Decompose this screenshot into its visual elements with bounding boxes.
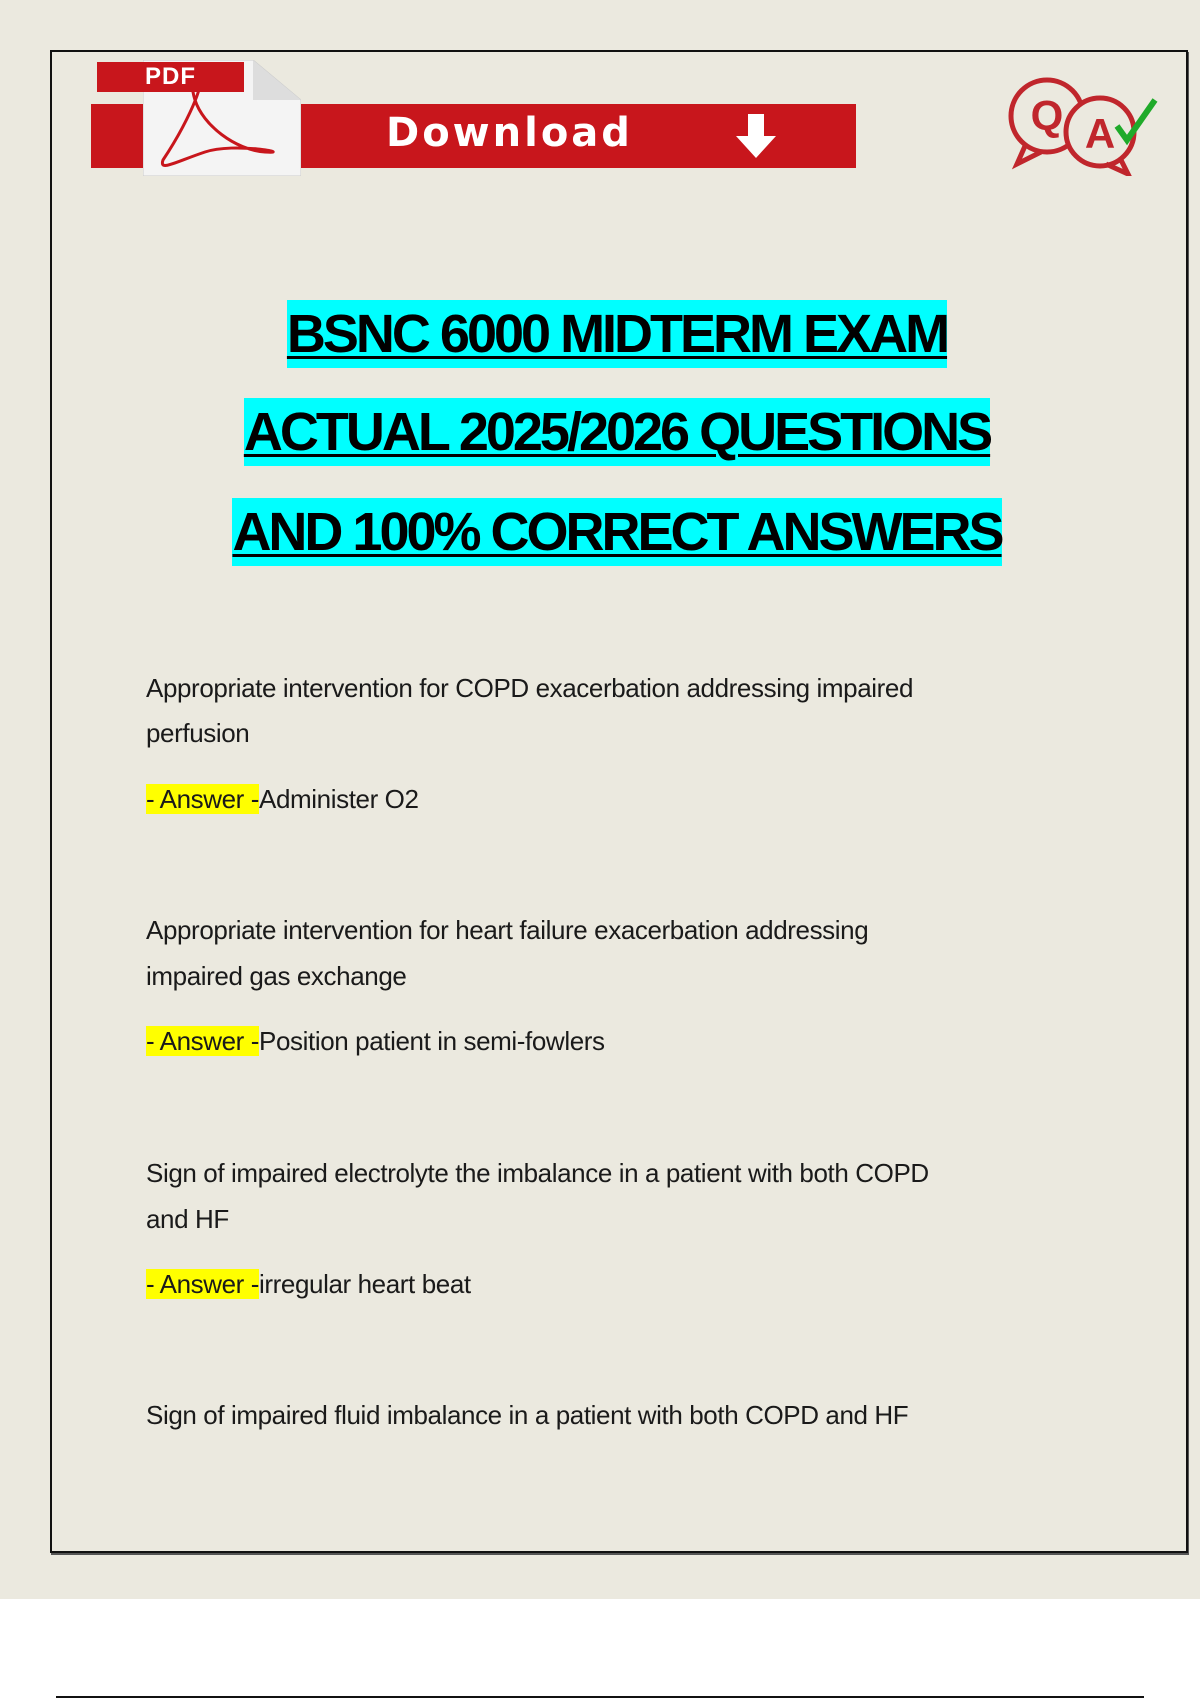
question-1-line-2: perfusion	[146, 718, 250, 748]
answer-3: - Answer -irregular heart beat	[146, 1269, 471, 1300]
answer-text: Administer O2	[259, 784, 419, 814]
question-2-line-1: Appropriate intervention for heart failu…	[146, 915, 869, 945]
title-line-2: ACTUAL 2025/2026 QUESTIONS	[0, 398, 1200, 466]
answer-text: Position patient in semi-fowlers	[259, 1026, 605, 1056]
title-line-1: BSNC 6000 MIDTERM EXAM	[0, 300, 1200, 368]
qa-logo-icon: Q A	[1008, 77, 1158, 176]
question-4-line-1: Sign of impaired fluid imbalance in a pa…	[146, 1400, 909, 1430]
question-2-line-2: impaired gas exchange	[146, 961, 407, 991]
answer-prefix: - Answer -	[146, 784, 260, 814]
qa-logo-q: Q	[1031, 92, 1064, 139]
question-3-line-2: and HF	[146, 1204, 229, 1234]
answer-text: irregular heart beat	[259, 1269, 471, 1299]
page-frame	[50, 50, 1188, 1553]
download-label: Download	[386, 110, 633, 156]
title-text: ACTUAL 2025/2026 QUESTIONS	[243, 398, 993, 466]
title-text: AND 100% CORRECT ANSWERS	[232, 498, 1005, 566]
down-arrow-icon	[736, 114, 776, 158]
question-1-line-1: Appropriate intervention for COPD exacer…	[146, 673, 914, 703]
qa-logo-a: A	[1085, 110, 1115, 157]
pdf-tag: PDF	[97, 62, 244, 92]
title-line-3: AND 100% CORRECT ANSWERS	[0, 498, 1200, 566]
title-text: BSNC 6000 MIDTERM EXAM	[286, 300, 950, 368]
footer-divider	[56, 1696, 1144, 1698]
question-3-line-1: Sign of impaired electrolyte the imbalan…	[146, 1158, 929, 1188]
answer-2: - Answer -Position patient in semi-fowle…	[146, 1026, 605, 1057]
answer-prefix: - Answer -	[146, 1269, 260, 1299]
answer-prefix: - Answer -	[146, 1026, 260, 1056]
answer-1: - Answer -Administer O2	[146, 784, 419, 815]
